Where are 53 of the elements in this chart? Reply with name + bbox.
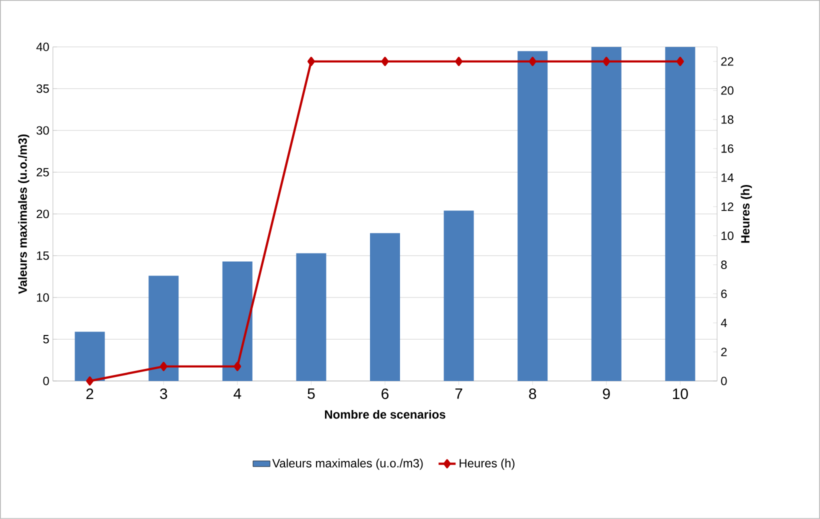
y-tick-label: 25 [36, 168, 49, 176]
y2-tick-label: 10 [722, 232, 734, 240]
y2-tick-label: 6 [721, 290, 727, 298]
x-tick-label: 4 [234, 388, 242, 399]
y-tick-label: 15 [37, 252, 49, 260]
y-tick-label: 35 [36, 84, 49, 93]
bar [222, 262, 252, 382]
bar [444, 210, 474, 382]
point [455, 56, 463, 66]
x-tick-label: 6 [382, 388, 388, 400]
bar [665, 46, 696, 382]
y2-tick-label: 22 [721, 57, 734, 66]
legend-label: Heures (h) [460, 458, 514, 470]
point [307, 56, 315, 66]
y2-tick-label: 12 [722, 202, 734, 211]
y2-tick-label: 14 [722, 174, 734, 182]
y-tick-label: 10 [37, 293, 49, 302]
point [234, 362, 242, 372]
bar [591, 46, 622, 382]
point [86, 376, 94, 386]
x-tick-label: 10 [673, 388, 688, 400]
legend-label: Valeurs maximales (u.o./m3) [272, 458, 423, 470]
point [602, 56, 610, 66]
x-tick-label: 7 [455, 388, 462, 399]
y-tick-label: 40 [36, 42, 49, 52]
y2-tick-label: 20 [721, 86, 734, 95]
x-tick-label: 5 [308, 388, 315, 399]
y-tick-label: 5 [43, 335, 49, 344]
point [381, 56, 389, 66]
y2-tick-label: 18 [722, 115, 734, 124]
y2-tick-label: 0 [721, 376, 727, 386]
y2-tick-label: 4 [720, 318, 727, 328]
bar [148, 276, 179, 382]
bar [518, 51, 548, 382]
y-tick-label: 0 [43, 376, 49, 386]
point [160, 362, 168, 372]
x-tick-label: 3 [160, 388, 168, 400]
x-tick-label: 2 [86, 388, 94, 399]
bar [296, 253, 326, 382]
point [528, 56, 536, 66]
x-axis-title: Nombre de scenarios [324, 410, 446, 419]
point [676, 56, 684, 66]
x-tick-label: 9 [602, 388, 610, 400]
y2-tick-label: 2 [721, 348, 727, 356]
y-tick-label: 20 [36, 210, 49, 218]
y2-axis-title: Heures (h) [740, 185, 752, 243]
y2-tick-label: 8 [721, 260, 727, 270]
y-tick-label: 30 [36, 126, 49, 135]
y2-tick-label: 16 [722, 144, 734, 153]
bar [370, 233, 400, 382]
x-tick-label: 8 [529, 388, 536, 400]
bar [74, 332, 105, 382]
y-axis-title: Valeurs maximales (u.o./m3) [18, 134, 30, 294]
